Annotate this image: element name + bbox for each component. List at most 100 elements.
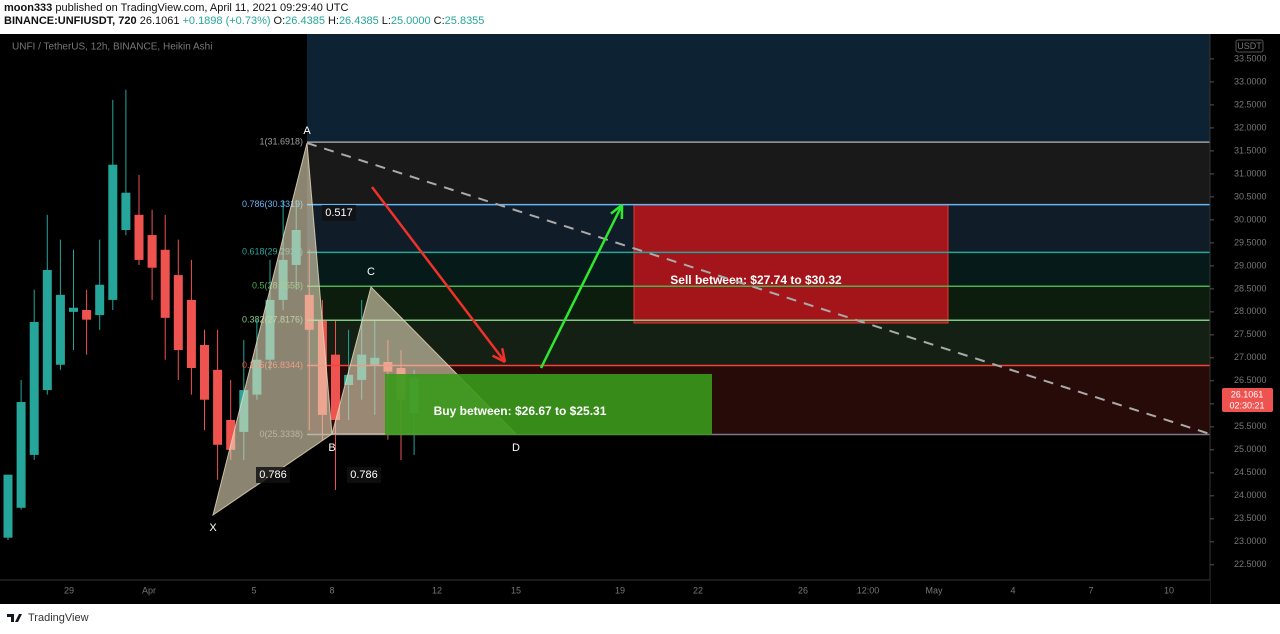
x-tick-label: 29 bbox=[64, 585, 74, 595]
last-price: 26.1061 bbox=[1231, 389, 1264, 399]
x-tick-label: 12 bbox=[432, 585, 442, 595]
buy-zone bbox=[385, 374, 712, 435]
header: moon333 published on TradingView.com, Ap… bbox=[4, 2, 487, 28]
ohlc-value: 25.0000 bbox=[390, 15, 431, 27]
x-tick-label: 10 bbox=[1164, 585, 1174, 595]
x-tick-label: 19 bbox=[615, 585, 625, 595]
ohlc-label: O: bbox=[273, 15, 286, 27]
brand: TradingView bbox=[28, 612, 89, 624]
y-axis-bg bbox=[1210, 34, 1280, 604]
chart: Sell between: $27.74 to $30.32 1(31.6918)… bbox=[0, 34, 1280, 604]
ratio-bg bbox=[322, 205, 356, 221]
y-tick-label: 22.5000 bbox=[1234, 559, 1267, 569]
last-price-tag bbox=[1222, 387, 1273, 412]
footer: TradingView bbox=[6, 612, 89, 624]
y-tick-label: 25.5000 bbox=[1234, 421, 1267, 431]
y-tick-label: 23.0000 bbox=[1234, 536, 1267, 546]
extension-zone bbox=[307, 34, 1210, 143]
up-arrow bbox=[539, 204, 624, 369]
candle-body bbox=[226, 419, 236, 450]
y-tick-label: 29.5000 bbox=[1234, 237, 1267, 247]
y-tick-label: 23.5000 bbox=[1234, 513, 1267, 523]
y-tick-label: 33.0000 bbox=[1234, 76, 1267, 86]
x-tick-label: May bbox=[925, 585, 943, 595]
pattern-ratio: 0.786 bbox=[350, 469, 378, 481]
header-line: BINANCE:UNFIUSDT, 720 26.1061 +0.1898 (+0… bbox=[4, 15, 487, 28]
last: 26.1061 bbox=[139, 15, 180, 27]
pattern-point: A bbox=[303, 125, 311, 137]
down-arrow-head bbox=[491, 354, 506, 364]
ohlc-label: H: bbox=[327, 15, 339, 27]
candle-body bbox=[108, 164, 118, 300]
y-tick-label: 30.5000 bbox=[1234, 191, 1267, 201]
fib-label: 0.618(29.2939) bbox=[242, 247, 303, 257]
pattern-point: D bbox=[512, 442, 520, 454]
change: +0.1898 (+0.73%) bbox=[182, 15, 271, 27]
y-tick-label: 28.5000 bbox=[1234, 283, 1267, 293]
candle-body bbox=[121, 192, 131, 231]
y-tick-label: 24.0000 bbox=[1234, 490, 1267, 500]
currency: USDT bbox=[1237, 41, 1262, 51]
x-tick-label: Apr bbox=[142, 585, 156, 595]
candle-body bbox=[200, 344, 209, 400]
published: published on TradingView.com, April 11, … bbox=[55, 2, 349, 14]
fib-band bbox=[307, 320, 1210, 366]
candle-body bbox=[186, 299, 196, 368]
sell-zone-label: Sell between: $27.74 to $30.32 bbox=[670, 273, 842, 287]
author: moon333 bbox=[4, 2, 53, 14]
y-tick-label: 33.5000 bbox=[1234, 53, 1267, 63]
ohlc-value: 26.4385 bbox=[338, 15, 379, 27]
candle-body bbox=[331, 354, 340, 420]
candle-body bbox=[29, 321, 39, 455]
ohlc-label: L: bbox=[381, 15, 391, 27]
y-tick-label: 31.5000 bbox=[1234, 145, 1267, 155]
currency-box bbox=[1235, 39, 1264, 53]
x-tick-label: 4 bbox=[1010, 585, 1015, 595]
x-tick-label: 15 bbox=[511, 585, 521, 595]
up-arrow-head bbox=[610, 204, 623, 215]
y-tick-label: 31.0000 bbox=[1234, 168, 1267, 178]
down-arrow bbox=[371, 186, 506, 363]
down-arrow-head bbox=[500, 348, 507, 363]
y-tick-label: 27.5000 bbox=[1234, 329, 1267, 339]
x-tick-label: 7 bbox=[1088, 585, 1093, 595]
candle-body bbox=[16, 402, 26, 508]
pattern-ratio: 0.517 bbox=[325, 207, 353, 219]
candle-body bbox=[134, 214, 144, 260]
header-line: moon333 published on TradingView.com, Ap… bbox=[4, 2, 487, 15]
candle-body bbox=[213, 369, 223, 445]
candle-body bbox=[82, 310, 92, 320]
fib-label: 0.786(30.3319) bbox=[242, 199, 303, 209]
y-tick-label: 24.5000 bbox=[1234, 467, 1267, 477]
candle-body bbox=[147, 235, 157, 268]
fib-label: 1(31.6918) bbox=[259, 136, 303, 146]
x-tick-label: 26 bbox=[798, 585, 808, 595]
y-tick-label: 26.5000 bbox=[1234, 375, 1267, 385]
x-axis-bg bbox=[0, 580, 1210, 604]
candle-body bbox=[69, 307, 78, 312]
ohlc-value: 25.8355 bbox=[444, 15, 485, 27]
candle-body bbox=[42, 270, 52, 391]
candle-body bbox=[95, 284, 105, 316]
fib-band bbox=[307, 142, 1210, 205]
y-tick-label: 32.5000 bbox=[1234, 99, 1267, 109]
y-tick-label: 28.0000 bbox=[1234, 306, 1267, 316]
x-tick-label: 12:00 bbox=[857, 585, 880, 595]
buy-zone-label: Buy between: $26.67 to $25.31 bbox=[434, 404, 607, 418]
pattern-ratio: 0.786 bbox=[259, 469, 287, 481]
trend-line bbox=[306, 142, 1211, 435]
ratio-bg bbox=[256, 467, 290, 483]
pattern-point: X bbox=[209, 522, 217, 534]
y-tick-label: 25.0000 bbox=[1234, 444, 1267, 454]
y-tick-label: 27.0000 bbox=[1234, 352, 1267, 362]
chart-title: UNFI / TetherUS, 12h, BINANCE, Heikin As… bbox=[12, 42, 212, 53]
candle-body bbox=[3, 474, 13, 538]
symbol: BINANCE:UNFIUSDT, 720 bbox=[4, 15, 137, 27]
x-tick-label: 8 bbox=[329, 585, 334, 595]
x-tick-label: 22 bbox=[693, 585, 703, 595]
candle-body bbox=[55, 294, 65, 365]
ratio-bg bbox=[347, 467, 381, 483]
pattern-point: C bbox=[367, 266, 375, 278]
ohlc-value: 26.4385 bbox=[285, 15, 325, 27]
y-tick-label: 30.0000 bbox=[1234, 214, 1267, 224]
